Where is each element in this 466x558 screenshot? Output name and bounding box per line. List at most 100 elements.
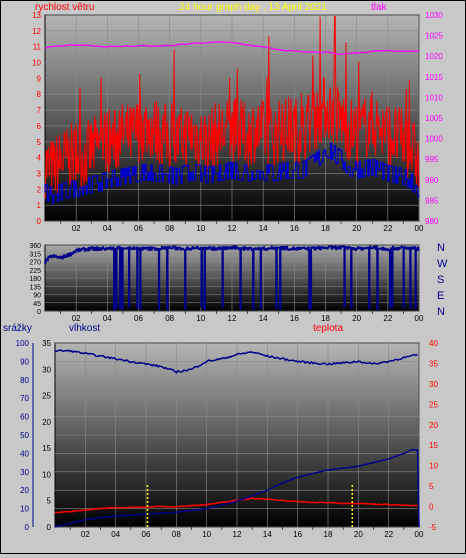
panel3-rain-tick-label: 80: [20, 376, 29, 385]
panel2-x-tick-label: 22: [383, 314, 392, 323]
panel3-rain-tick-label: 20: [20, 486, 29, 495]
panel3-humidity-tick-label: 10: [42, 470, 51, 479]
wind-pressure-panel: 0123456789101112139809859909951000100510…: [32, 2, 443, 233]
panel3-humidity-tick-label: 20: [42, 418, 51, 427]
panel3-x-tick-label: 06: [142, 530, 151, 539]
panel1-y2-tick-label: 995: [425, 155, 439, 164]
panel1-y-tick-label: 8: [37, 90, 42, 99]
panel3-x-tick-label: 08: [172, 530, 181, 539]
panel3-x-tick-label: 00: [415, 530, 424, 539]
panel2-y-tick-label: 135: [29, 284, 41, 291]
panel3-temperature-tick-label: 20: [429, 421, 438, 430]
panel1-y-tick-label: 13: [32, 11, 41, 20]
panel3-temperature-tick-label: 10: [429, 462, 438, 471]
panel1-y-tick-label: 2: [37, 185, 42, 194]
panel1-y-tick-label: 11: [33, 43, 42, 52]
panel3-temperature-tick-label: 35: [429, 359, 438, 368]
panel3-x-tick-label: 16: [293, 530, 302, 539]
panel1-x-tick-label: 12: [228, 224, 237, 233]
panel3-temperature-tick-label: 40: [429, 339, 438, 348]
panel3-rain-tick-label: 60: [20, 413, 29, 422]
panel1-x-tick-label: 02: [72, 224, 81, 233]
wind-gust-series-line: [44, 16, 420, 199]
rain-total-series-line: [54, 448, 420, 528]
panel2-x-tick-label: 10: [196, 314, 205, 323]
panel1-x-tick-label: 14: [259, 224, 268, 233]
panel1-x-tick-label: 20: [352, 224, 361, 233]
compass-label: S: [437, 274, 444, 286]
panel1-y2-tick-label: 1025: [425, 32, 443, 41]
panel3-temperature-tick-label: 0: [429, 503, 434, 512]
temperature-series-line: [54, 497, 418, 514]
panel1-y-tick-label: 3: [37, 169, 42, 178]
compass-label: E: [437, 290, 444, 302]
panel2-x-tick-label: 08: [165, 314, 174, 323]
panel2-y-tick-label: 90: [33, 293, 41, 300]
panel3-humidity-tick-label: 5: [47, 497, 52, 506]
panel2-y-tick-label: 45: [33, 301, 41, 308]
panel1-y2-tick-label: 1030: [425, 11, 443, 20]
panel2-x-tick-label: 06: [134, 314, 143, 323]
humidity-series-line: [54, 349, 418, 374]
panel3-humidity-tick-label: 0: [47, 523, 52, 532]
panel2-y-tick-label: 180: [29, 276, 41, 283]
panel3-x-tick-label: 14: [263, 530, 272, 539]
panel2-x-tick-label: 00: [415, 314, 424, 323]
panel1-y-tick-label: 4: [37, 154, 42, 163]
wind-average-series-line: [44, 142, 420, 204]
panel3-x-tick-label: 12: [233, 530, 242, 539]
panel1-x-tick-label: 04: [103, 224, 112, 233]
panel1-x-tick-label: 06: [134, 224, 143, 233]
panel2-x-tick-label: 04: [103, 314, 112, 323]
panel3-x-tick-label: 18: [324, 530, 333, 539]
panel1-y-tick-label: 7: [37, 106, 42, 115]
panel1-x-tick-label: 22: [383, 224, 392, 233]
panel1-y2-tick-label: 1000: [425, 135, 443, 144]
panel3-rain-label: srážky: [3, 323, 32, 334]
panel1-y-tick-label: 10: [32, 59, 41, 68]
panel1-x-tick-label: 00: [415, 224, 424, 233]
panel1-y2-tick-label: 1015: [425, 73, 443, 82]
panel3-x-tick-label: 02: [81, 530, 90, 539]
pressure-series-line: [44, 41, 420, 56]
panel2-y-tick-label: 315: [29, 251, 41, 258]
panel3-temperature-tick-label: 30: [429, 380, 438, 389]
panel3-rain-tick-label: 90: [20, 357, 29, 366]
panel3-x-tick-label: 22: [384, 530, 393, 539]
panel3-x-tick-label: 20: [354, 530, 363, 539]
panel2-x-tick-label: 18: [321, 314, 330, 323]
panel2-y-tick-label: 270: [29, 260, 41, 267]
panel3-humidity-tick-label: 35: [42, 339, 51, 348]
compass-label: W: [437, 258, 448, 270]
panel2-x-tick-label: 20: [352, 314, 361, 323]
panel3-x-tick-label: 04: [111, 530, 120, 539]
panel1-y2-tick-label: 990: [425, 176, 439, 185]
panel3-humidity-label: vlhkost: [69, 323, 100, 334]
panel1-x-tick-label: 08: [165, 224, 174, 233]
panel3-rain-tick-label: 10: [20, 505, 29, 514]
panel2-x-tick-label: 12: [228, 314, 237, 323]
compass-label: N: [437, 306, 445, 318]
panel1-y-tick-label: 6: [37, 122, 42, 131]
panel1-y2-tick-label: 985: [425, 196, 439, 205]
panel2-y-tick-label: 225: [29, 268, 41, 275]
panel3-temperature-tick-label: 15: [429, 441, 438, 450]
panel3-rain-tick-label: 0: [25, 523, 30, 532]
panel2-x-tick-label: 02: [72, 314, 81, 323]
panel1-y2-tick-label: 1005: [425, 114, 443, 123]
panel3-humidity-tick-label: 15: [42, 444, 51, 453]
panel3-rain-tick-label: 100: [16, 339, 30, 348]
panel3-rain-tick-label: 30: [20, 468, 29, 477]
panel1-y2-tick-label: 1010: [425, 93, 443, 102]
panel1-x-tick-label: 16: [290, 224, 299, 233]
panel1-y2-tick-label: 980: [425, 217, 439, 226]
panel3-temperature-label: teplota: [313, 323, 343, 334]
panel2-y-tick-label: 360: [29, 243, 41, 250]
panel3-rain-tick-label: 50: [20, 431, 29, 440]
panel1-title: 24 hour graph day , 13 April 2021: [179, 2, 327, 13]
panel2-y-tick-label: 0: [37, 309, 41, 316]
panel1-y-tick-label: 9: [37, 74, 42, 83]
panel1-wind-label: rychlost větru: [35, 2, 94, 13]
